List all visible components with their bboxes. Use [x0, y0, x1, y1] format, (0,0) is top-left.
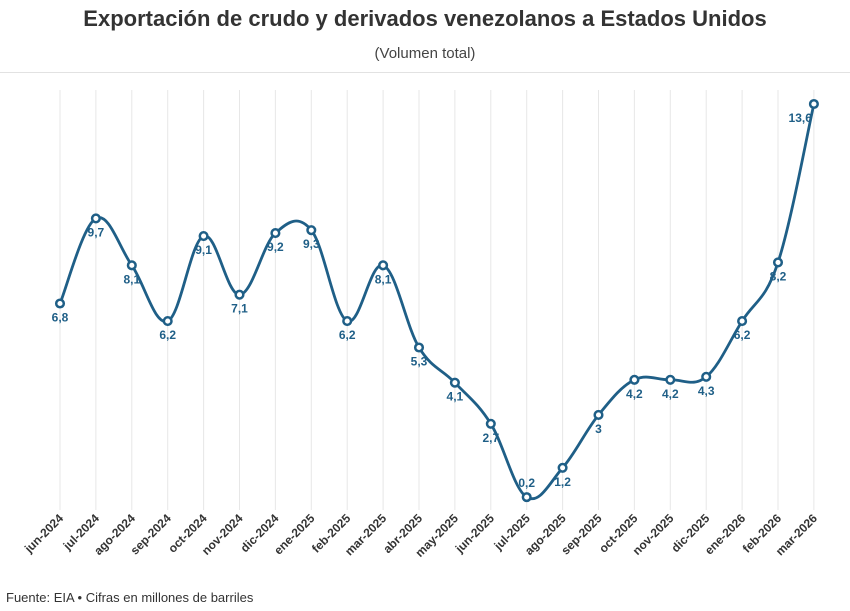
data-point: [449, 377, 460, 388]
data-label: 4,3: [698, 384, 715, 398]
data-label: 13,6: [789, 111, 813, 125]
data-point: [90, 213, 101, 224]
data-point: [485, 418, 496, 429]
x-tick-label: jun-2025: [452, 511, 497, 556]
data-point: [772, 257, 784, 268]
data-label: 9,1: [195, 243, 212, 257]
data-point: [198, 230, 209, 242]
data-point: [521, 492, 532, 503]
source-footer: Fuente: EIA • Cifras en millones de barr…: [6, 590, 254, 605]
data-point: [162, 316, 173, 327]
data-point: [701, 371, 712, 382]
data-point: [557, 462, 568, 473]
data-label: 4,2: [626, 387, 643, 401]
data-label: 8,1: [123, 272, 140, 286]
data-label: 8,1: [375, 272, 392, 286]
data-point: [126, 260, 137, 271]
data-label: 6,2: [734, 328, 751, 342]
data-point: [306, 225, 317, 236]
data-point: [665, 374, 676, 385]
series-line: [58, 103, 816, 501]
data-label: 9,7: [88, 225, 105, 239]
data-label: 9,2: [267, 240, 284, 254]
data-point: [342, 316, 353, 327]
data-label: 6,8: [52, 311, 69, 325]
header-divider: [0, 72, 850, 73]
data-label: 2,7: [482, 431, 499, 445]
data-label: 9,3: [303, 237, 320, 251]
data-point: [234, 289, 245, 300]
data-label: 1,2: [554, 475, 571, 489]
data-point: [737, 316, 748, 327]
data-label: 3: [595, 422, 602, 436]
chart-title: Exportación de crudo y derivados venezol…: [83, 6, 767, 31]
data-point: [270, 228, 281, 239]
data-label: 7,1: [231, 302, 248, 316]
x-tick-label: jun-2024: [21, 511, 66, 556]
data-label: 5,3: [411, 355, 428, 369]
data-point: [808, 98, 819, 110]
data-point: [629, 374, 640, 385]
data-point: [54, 298, 66, 309]
data-point: [593, 409, 604, 421]
data-label: 6,2: [159, 328, 176, 342]
data-label: 0,2: [518, 476, 535, 490]
chart-subtitle: (Volumen total): [374, 45, 476, 62]
data-label: 8,2: [770, 269, 787, 283]
data-point: [378, 260, 389, 271]
data-point: [413, 342, 425, 353]
data-label: 4,2: [662, 387, 679, 401]
data-label: 4,1: [447, 390, 464, 404]
data-label: 6,2: [339, 328, 356, 342]
